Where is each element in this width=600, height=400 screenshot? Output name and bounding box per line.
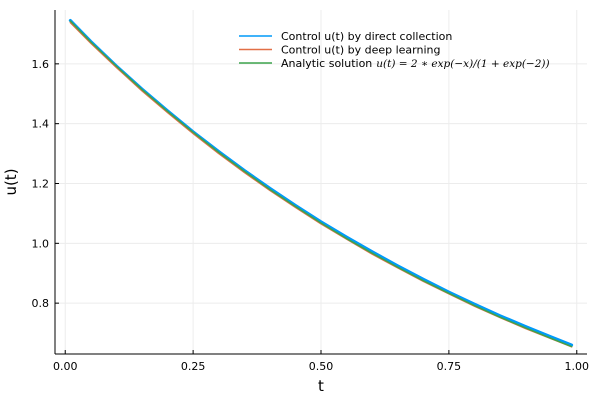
x-tick-label: 0.25 [181, 360, 206, 373]
series-line-analytic-solution [69, 20, 573, 348]
x-tick-label: 0.75 [437, 360, 462, 373]
y-tick-label: 0.8 [32, 297, 50, 310]
legend-formula-analytic-solution: u(t) = 2 ∗ exp(−x)/(1 + exp(−2)) [376, 58, 549, 70]
legend-label-deep-learning: Control u(t) by deep learning [281, 44, 440, 57]
axes: 0.00 0.25 0.50 0.75 1.00 0.8 1.0 1.2 1.4 1.6 [32, 10, 590, 373]
x-axis-label: t [318, 377, 324, 395]
y-tick-label: 1.4 [32, 118, 50, 131]
x-tick-label: 1.00 [565, 360, 590, 373]
x-tick-label: 0.00 [53, 360, 78, 373]
y-tick-label: 1.6 [32, 58, 50, 71]
legend-entry-analytic-solution: Analytic solution u(t) = 2 ∗ exp(−x)/(1 … [239, 57, 550, 70]
legend-entry-deep-learning: Control u(t) by deep learning [239, 44, 440, 57]
series-lines [68, 18, 574, 348]
x-tick-label: 0.50 [309, 360, 334, 373]
legend-label-direct-collection: Control u(t) by direct collection [281, 30, 452, 43]
y-tick-label: 1.0 [32, 237, 50, 250]
legend-entry-direct-collection: Control u(t) by direct collection [239, 30, 452, 43]
y-tick-label: 1.2 [32, 177, 50, 190]
grid [55, 10, 587, 354]
legend-label-analytic-solution: Analytic solution [281, 57, 372, 70]
y-axis-label: u(t) [2, 168, 20, 195]
legend: Control u(t) by direct collection Contro… [239, 30, 550, 70]
